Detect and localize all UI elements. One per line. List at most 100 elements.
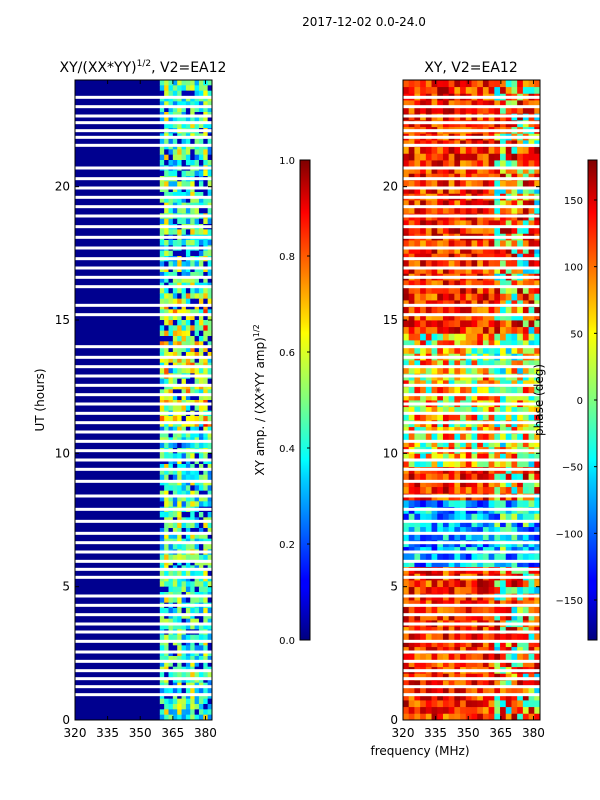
phase-cell	[477, 180, 484, 188]
amplitude-cell	[190, 672, 196, 678]
phase-gap-row	[403, 650, 540, 654]
amplitude-cell	[181, 261, 187, 268]
amplitude-cell	[203, 138, 209, 145]
amplitude-cell	[185, 352, 191, 358]
amplitude-cell	[185, 560, 191, 566]
amplitude-cell	[185, 320, 191, 326]
amplitude-gap-row	[75, 195, 212, 199]
phase-cell	[471, 680, 478, 688]
amplitude-ytick-label: 10	[55, 446, 70, 460]
phase-cell	[528, 320, 535, 328]
amplitude-cell	[168, 298, 174, 305]
amplitude-cell	[172, 570, 178, 577]
phase-cell	[465, 226, 472, 234]
amplitude-cell	[168, 320, 174, 326]
phase-cell	[494, 693, 501, 701]
phase-cell	[534, 246, 540, 254]
phase-cell	[471, 306, 478, 314]
amplitude-cell	[194, 122, 200, 129]
amplitude-cell	[203, 368, 209, 374]
amplitude-cell	[203, 544, 209, 550]
phase-cell	[471, 333, 478, 341]
amplitude-cell	[164, 586, 169, 593]
phase-cell	[442, 306, 450, 314]
phase-cell	[477, 660, 484, 668]
amplitude-cell	[203, 325, 209, 332]
phase-cell	[465, 166, 472, 174]
phase-cell	[448, 393, 455, 401]
phase-cell	[408, 326, 415, 334]
phase-cell	[442, 546, 450, 554]
amplitude-cell	[190, 576, 196, 582]
phase-cell	[448, 280, 455, 288]
amplitude-cell	[194, 693, 200, 700]
amplitude-cell	[168, 618, 174, 625]
amplitude-cell	[203, 149, 209, 156]
phase-cell	[442, 260, 450, 268]
amplitude-cell	[194, 314, 200, 321]
phase-cell	[431, 300, 438, 308]
phase-cell	[448, 253, 455, 261]
amplitude-cell	[203, 298, 209, 305]
amplitude-cell	[207, 341, 212, 348]
phase-cell	[511, 633, 518, 641]
phase-cell	[425, 266, 432, 274]
amplitude-cell	[190, 560, 196, 566]
phase-cell	[414, 260, 421, 268]
phase-cell	[408, 546, 415, 554]
phase-cell	[488, 673, 495, 681]
amplitude-gap-row	[75, 225, 212, 229]
phase-cell	[414, 360, 421, 368]
amplitude-cell	[203, 586, 209, 593]
phase-cell	[511, 653, 518, 661]
amplitude-gap-row	[75, 121, 212, 125]
phase-colorbar-tick-label: −150	[556, 596, 583, 607]
phase-cell	[460, 706, 467, 714]
phase-cell	[414, 240, 421, 248]
phase-cell	[437, 660, 444, 668]
phase-cell	[477, 426, 484, 434]
phase-cell	[522, 613, 529, 621]
phase-cell	[465, 606, 472, 614]
amplitude-cell	[207, 709, 212, 716]
amplitude-cell	[207, 528, 212, 534]
phase-cell	[505, 386, 512, 394]
phase-cell	[488, 246, 495, 254]
phase-cell	[448, 160, 455, 168]
amplitude-cell	[194, 688, 200, 694]
phase-cell	[505, 500, 512, 508]
phase-cell	[448, 306, 455, 314]
amplitude-cell	[181, 229, 187, 236]
amplitude-cell	[198, 341, 204, 348]
amplitude-cell	[159, 85, 165, 92]
amplitude-cell	[190, 122, 196, 129]
amplitude-cell	[164, 485, 169, 492]
phase-cell	[403, 100, 410, 108]
amplitude-cell	[181, 341, 187, 348]
amplitude-cell	[177, 309, 182, 316]
amplitude-cell	[194, 218, 200, 225]
phase-cell	[448, 286, 455, 294]
amplitude-cell	[194, 320, 200, 326]
amplitude-cell	[190, 352, 196, 358]
amplitude-cell	[181, 581, 187, 588]
phase-cell	[454, 300, 461, 308]
phase-cell	[460, 520, 467, 528]
amplitude-cell	[185, 469, 191, 476]
amplitude-cell	[203, 304, 209, 310]
phase-cell	[465, 360, 472, 368]
phase-cell	[414, 340, 421, 348]
amplitude-cell	[185, 261, 191, 268]
amplitude-cell	[159, 314, 165, 321]
phase-cell	[517, 160, 524, 168]
phase-cell	[477, 546, 484, 554]
amplitude-cell	[172, 474, 178, 481]
phase-cell	[522, 626, 529, 634]
amplitude-gap-row	[75, 411, 212, 415]
amplitude-cell	[203, 352, 209, 358]
phase-cell	[448, 340, 455, 348]
phase-cell	[465, 86, 472, 94]
phase-cell	[437, 640, 444, 648]
amplitude-cell	[164, 106, 169, 113]
phase-gap-row	[403, 622, 540, 626]
